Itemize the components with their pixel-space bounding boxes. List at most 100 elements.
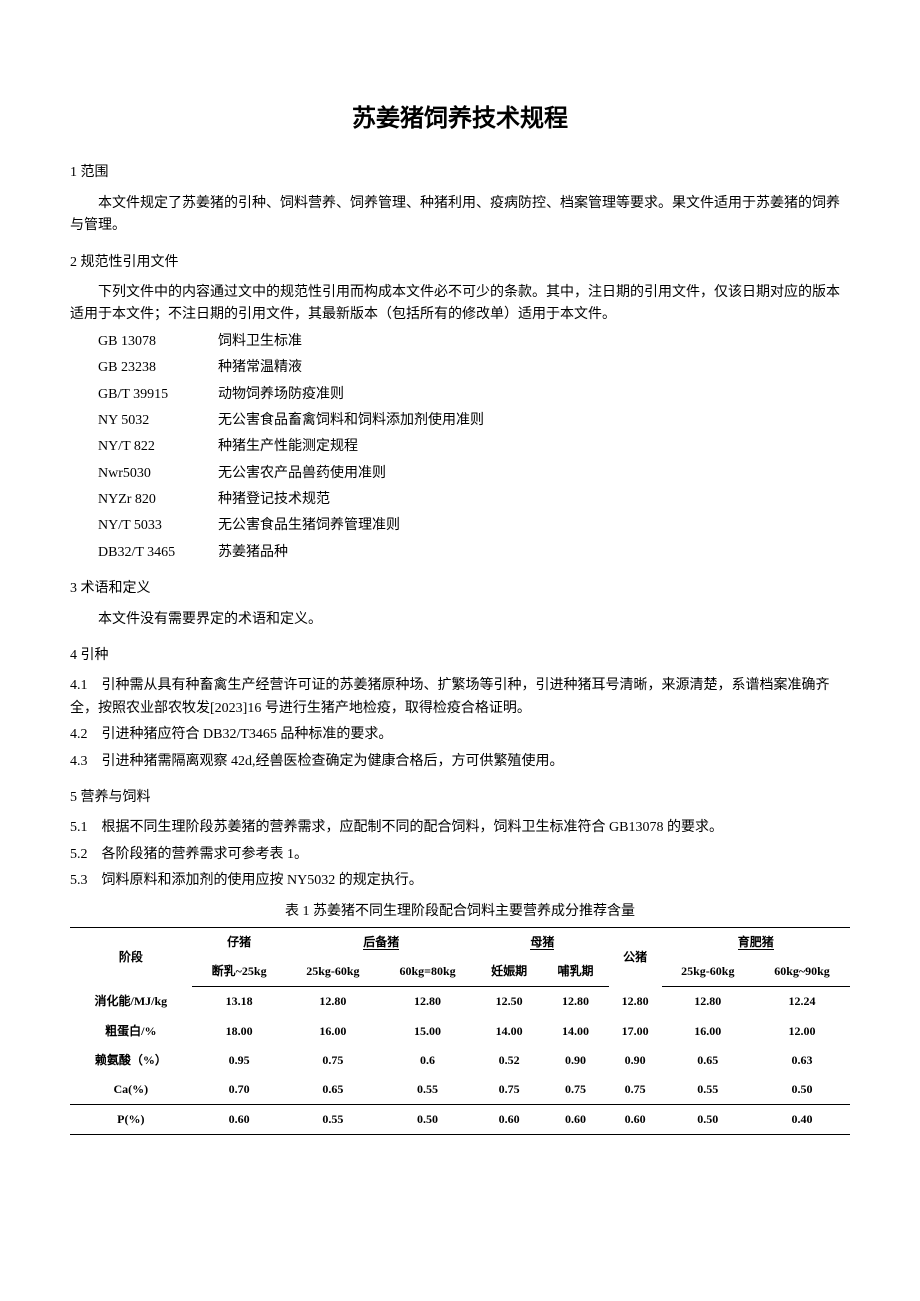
cell-value: 0.60 — [476, 1105, 542, 1135]
cell-value: 0.75 — [287, 1046, 380, 1075]
cell-value: 12.80 — [662, 987, 755, 1017]
reference-desc: 苏姜猪品种 — [218, 542, 850, 564]
cell-value: 0.65 — [662, 1046, 755, 1075]
cell-value: 0.90 — [542, 1046, 608, 1075]
reference-code: GB/T 39915 — [98, 384, 218, 406]
table-caption: 表 1 苏姜猪不同生理阶段配合饲料主要营养成分推荐含量 — [70, 901, 850, 923]
th-piglet-sub: 断乳~25kg — [192, 957, 287, 987]
th-fatten-label: 育肥猪 — [738, 935, 774, 950]
th-boar: 公猪 — [609, 927, 662, 986]
cell-value: 16.00 — [662, 1017, 755, 1046]
cell-value: 0.65 — [287, 1075, 380, 1105]
section-2-heading: 2 规范性引用文件 — [70, 252, 850, 274]
reference-desc: 种猪常温精液 — [218, 357, 850, 379]
cell-value: 13.18 — [192, 987, 287, 1017]
reference-row: NY/T 5033无公害食品生猪饲养管理准则 — [98, 515, 850, 537]
reference-row: DB32/T 3465苏姜猪品种 — [98, 542, 850, 564]
cell-value: 0.60 — [609, 1105, 662, 1135]
cell-value: 0.6 — [379, 1046, 476, 1075]
cell-value: 17.00 — [609, 1017, 662, 1046]
reference-desc: 无公害食品生猪饲养管理准则 — [218, 515, 850, 537]
cell-value: 0.50 — [379, 1105, 476, 1135]
cell-value: 0.75 — [476, 1075, 542, 1105]
reference-code: NY/T 822 — [98, 436, 218, 458]
cell-value: 0.70 — [192, 1075, 287, 1105]
reference-desc: 无公害食品畜禽饲料和饲料添加剂使用准则 — [218, 410, 850, 432]
table-row: Ca(%)0.700.650.550.750.750.750.550.50 — [70, 1075, 850, 1105]
section-4-items: 4.1 引种需从具有种畜禽生产经营许可证的苏姜猪原种场、扩繁场等引种，引进种猪耳… — [70, 675, 850, 773]
cell-value: 12.80 — [287, 987, 380, 1017]
row-label: 赖氨酸（%） — [70, 1046, 192, 1075]
row-label: Ca(%) — [70, 1075, 192, 1105]
reference-code: GB 23238 — [98, 357, 218, 379]
cell-value: 0.63 — [754, 1046, 850, 1075]
th-reserve: 后备猪 — [287, 927, 476, 957]
cell-value: 16.00 — [287, 1017, 380, 1046]
table-row: 粗蛋白/%18.0016.0015.0014.0014.0017.0016.00… — [70, 1017, 850, 1046]
cell-value: 0.90 — [609, 1046, 662, 1075]
th-fatten-b: 60kg~90kg — [754, 957, 850, 987]
cell-value: 0.55 — [287, 1105, 380, 1135]
nutrition-table: 阶段 仔猪 后备猪 母猪 公猪 育肥猪 断乳~25kg 25kg-60kg 60… — [70, 927, 850, 1135]
cell-value: 0.60 — [192, 1105, 287, 1135]
cell-value: 0.60 — [542, 1105, 608, 1135]
numbered-item: 4.2 引进种猪应符合 DB32/T3465 品种标准的要求。 — [70, 724, 850, 746]
th-piglet: 仔猪 — [192, 927, 287, 957]
cell-value: 0.52 — [476, 1046, 542, 1075]
reference-list: GB 13078饲料卫生标准GB 23238种猪常温精液GB/T 39915动物… — [98, 331, 850, 565]
cell-value: 12.80 — [379, 987, 476, 1017]
reference-desc: 种猪生产性能测定规程 — [218, 436, 850, 458]
numbered-item: 4.1 引种需从具有种畜禽生产经营许可证的苏姜猪原种场、扩繁场等引种，引进种猪耳… — [70, 675, 850, 720]
numbered-item: 5.3 饲料原料和添加剂的使用应按 NY5032 的规定执行。 — [70, 870, 850, 892]
section-3-text: 本文件没有需要界定的术语和定义。 — [70, 609, 850, 631]
th-sow: 母猪 — [476, 927, 609, 957]
cell-value: 18.00 — [192, 1017, 287, 1046]
cell-value: 0.40 — [754, 1105, 850, 1135]
cell-value: 14.00 — [476, 1017, 542, 1046]
cell-value: 15.00 — [379, 1017, 476, 1046]
th-fatten: 育肥猪 — [662, 927, 851, 957]
section-2-intro: 下列文件中的内容通过文中的规范性引用而构成本文件必不可少的条款。其中，注日期的引… — [70, 282, 850, 327]
cell-value: 12.00 — [754, 1017, 850, 1046]
section-5-heading: 5 营养与饲料 — [70, 787, 850, 809]
numbered-item: 4.3 引进种猪需隔离观察 42d,经兽医检查确定为健康合格后，方可供繁殖使用。 — [70, 751, 850, 773]
table-row: 赖氨酸（%）0.950.750.60.520.900.900.650.63 — [70, 1046, 850, 1075]
cell-value: 12.50 — [476, 987, 542, 1017]
reference-row: GB 23238种猪常温精液 — [98, 357, 850, 379]
reference-row: GB/T 39915动物饲养场防疫准则 — [98, 384, 850, 406]
section-1-text: 本文件规定了苏姜猪的引种、饲料营养、饲养管理、种猪利用、疫病防控、档案管理等要求… — [70, 193, 850, 238]
table-row: 消化能/MJ/kg13.1812.8012.8012.5012.8012.801… — [70, 987, 850, 1017]
numbered-item: 5.2 各阶段猪的营养需求可参考表 1。 — [70, 844, 850, 866]
reference-row: NY/T 822种猪生产性能测定规程 — [98, 436, 850, 458]
reference-desc: 饲料卫生标准 — [218, 331, 850, 353]
section-3-heading: 3 术语和定义 — [70, 578, 850, 600]
reference-code: NY 5032 — [98, 410, 218, 432]
reference-code: NY/T 5033 — [98, 515, 218, 537]
reference-code: NYZr 820 — [98, 489, 218, 511]
th-fatten-a: 25kg-60kg — [662, 957, 755, 987]
numbered-item: 5.1 根据不同生理阶段苏姜猪的营养需求，应配制不同的配合饲料，饲料卫生标准符合… — [70, 817, 850, 839]
th-reserve-label: 后备猪 — [363, 935, 399, 950]
reference-row: NY 5032无公害食品畜禽饲料和饲料添加剂使用准则 — [98, 410, 850, 432]
th-reserve-a: 25kg-60kg — [287, 957, 380, 987]
table-row: P(%)0.600.550.500.600.600.600.500.40 — [70, 1105, 850, 1135]
page-title: 苏姜猪饲养技术规程 — [70, 100, 850, 138]
th-stage: 阶段 — [70, 927, 192, 986]
th-reserve-b: 60kg=80kg — [379, 957, 476, 987]
section-1-heading: 1 范围 — [70, 162, 850, 184]
cell-value: 0.55 — [662, 1075, 755, 1105]
reference-code: DB32/T 3465 — [98, 542, 218, 564]
cell-value: 0.55 — [379, 1075, 476, 1105]
row-label: 粗蛋白/% — [70, 1017, 192, 1046]
cell-value: 0.50 — [754, 1075, 850, 1105]
cell-value: 12.24 — [754, 987, 850, 1017]
reference-row: GB 13078饲料卫生标准 — [98, 331, 850, 353]
cell-value: 0.75 — [609, 1075, 662, 1105]
cell-value: 0.95 — [192, 1046, 287, 1075]
cell-value: 12.80 — [609, 987, 662, 1017]
cell-value: 0.50 — [662, 1105, 755, 1135]
reference-desc: 动物饲养场防疫准则 — [218, 384, 850, 406]
th-sow-a: 妊娠期 — [476, 957, 542, 987]
reference-code: Nwr5030 — [98, 463, 218, 485]
section-4-heading: 4 引种 — [70, 645, 850, 667]
